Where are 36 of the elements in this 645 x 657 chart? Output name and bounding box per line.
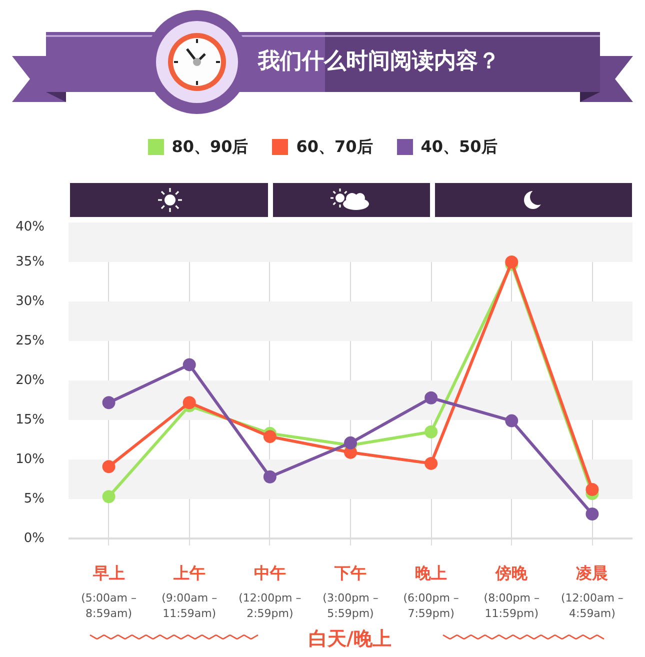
y-tick-label: 0%	[24, 531, 44, 546]
y-tick-label: 35%	[16, 254, 45, 270]
point	[263, 430, 276, 444]
category-label: 中午 (12:00pm – 2:59pm)	[238, 564, 302, 620]
point	[344, 436, 357, 450]
point	[263, 470, 276, 484]
point	[182, 358, 196, 372]
category-label: 下午 (3:00pm – 5:59pm)	[322, 564, 378, 620]
point	[102, 490, 116, 504]
category-label: 早上 (5:00am – 8:59am)	[81, 564, 137, 620]
point	[586, 508, 599, 520]
category-label: 凌晨 (12:00am – 4:59am)	[560, 564, 624, 620]
category-label: 傍晚 (8:00pm – 11:59pm)	[484, 564, 540, 620]
category-label: 晚上 (6:00pm – 7:59pm)	[403, 564, 459, 620]
legend-label: 40、50后	[420, 136, 498, 158]
y-tick-label: 40%	[16, 220, 45, 234]
point	[424, 391, 438, 404]
point	[424, 425, 438, 438]
legend-label: 80、90后	[172, 136, 248, 158]
point	[102, 460, 116, 474]
point	[182, 396, 196, 410]
point	[102, 396, 116, 410]
x-axis-title: 白天/晚上	[308, 628, 392, 650]
chart-title: 我们什么时间阅读内容？	[258, 48, 500, 76]
y-tick-label: 5%	[24, 492, 44, 506]
point	[505, 414, 518, 428]
point	[505, 256, 518, 268]
legend-label: 60、70后	[296, 136, 373, 158]
y-tick-label: 30%	[16, 294, 45, 309]
y-tick-label: 10%	[16, 452, 45, 467]
y-tick-label: 25%	[16, 334, 45, 348]
y-tick-label: 20%	[16, 373, 45, 388]
category-label: 上午 (9:00am – 11:59am)	[162, 564, 218, 620]
y-tick-label: 15%	[16, 412, 45, 428]
point	[424, 456, 438, 470]
point	[586, 483, 599, 496]
